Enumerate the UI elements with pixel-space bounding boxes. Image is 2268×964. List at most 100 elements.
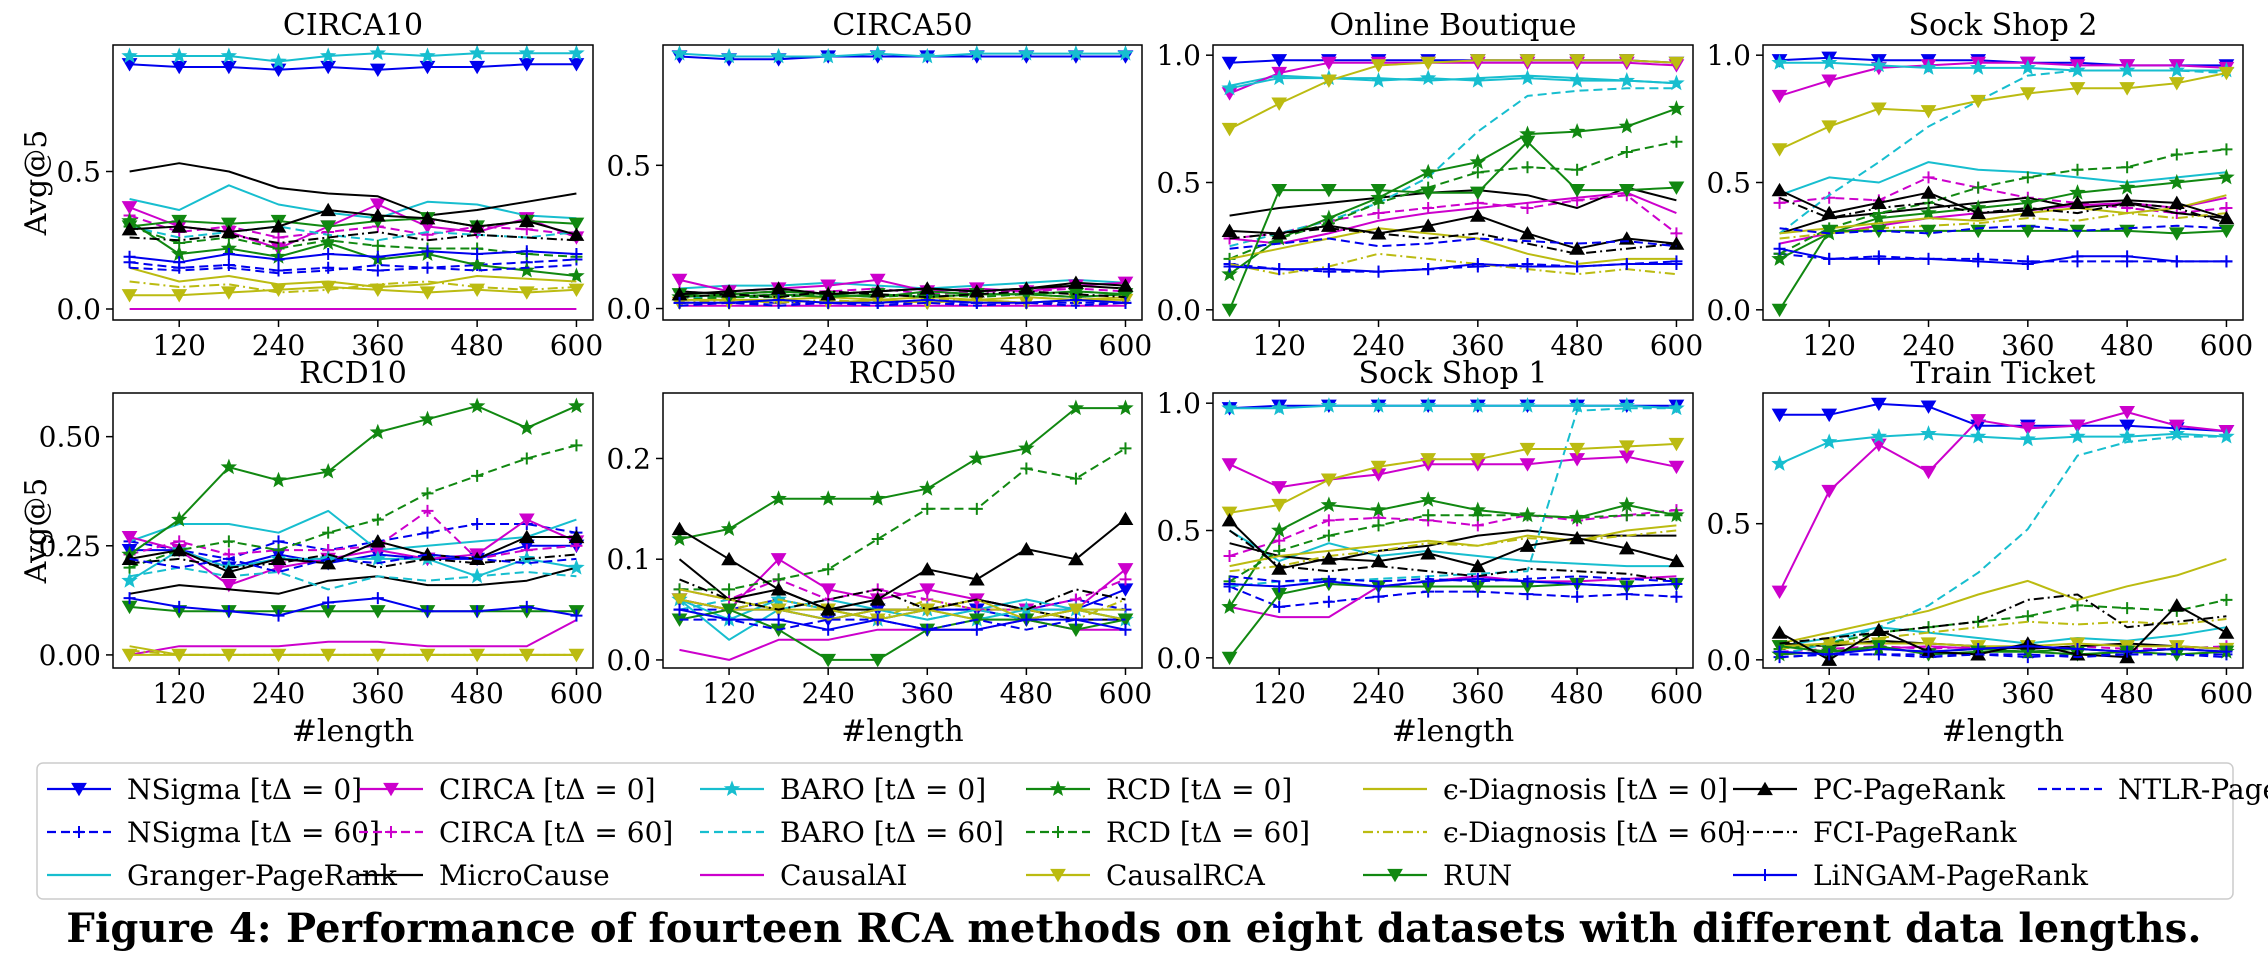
data-point-pc-pagerank <box>369 534 386 548</box>
series-line-circa-t-60 <box>129 509 577 560</box>
legend-marker <box>1757 781 1773 796</box>
data-point-lingam-pagerank <box>1571 260 1584 273</box>
data-point-lingam-pagerank <box>222 248 235 260</box>
data-point-circa-t-60 <box>1223 549 1236 562</box>
data-point-lingam-pagerank <box>1773 242 1786 255</box>
data-point-run <box>568 217 585 232</box>
data-point-causalrca <box>1519 442 1536 457</box>
data-point-causalrca <box>1569 442 1586 457</box>
data-point-lingam-pagerank <box>921 293 934 306</box>
data-point-circa-t-0 <box>1821 484 1838 499</box>
data-point-rcd-t-60 <box>1620 145 1633 158</box>
data-point-pc-pagerank <box>1618 541 1635 555</box>
data-point-pc-pagerank <box>1420 546 1437 560</box>
data-point-nsigma-t-60 <box>1322 595 1335 608</box>
series-group <box>121 397 585 663</box>
series-line-baro-t-60 <box>1229 87 1677 248</box>
data-point-run <box>1221 651 1238 666</box>
data-point-lingam-pagerank <box>520 245 533 258</box>
data-point-lingam-pagerank <box>673 296 686 309</box>
series-line-causalai <box>129 619 577 656</box>
data-point-rcd-t-0 <box>518 261 535 278</box>
data-point-baro-t-0 <box>919 47 936 64</box>
series-line-run <box>1779 645 2227 656</box>
data-point-pc-pagerank <box>121 221 138 236</box>
legend-item-microcause: MicroCause <box>359 859 610 892</box>
data-point-lingam-pagerank <box>1322 263 1335 276</box>
series-line-granger-pagerank <box>1779 626 2227 648</box>
data-point-lingam-pagerank <box>322 248 335 260</box>
legend-item-lingam-pagerank: LiNGAM-PageRank <box>1733 859 2089 892</box>
data-point-circa-t-60 <box>421 228 434 241</box>
data-point-circa-t-0 <box>770 553 787 567</box>
data-point-pc-pagerank <box>171 219 188 233</box>
data-point-baro-t-0 <box>1969 59 1987 75</box>
data-point-baro-t-0 <box>419 47 436 64</box>
subplot-title: Sock Shop 2 <box>1909 8 2098 43</box>
series-line-pc-pagerank <box>679 281 1126 296</box>
data-point-nsigma-t-0 <box>1821 408 1838 423</box>
x-tick-label: 360 <box>351 677 404 710</box>
data-point-lingam-pagerank <box>1273 580 1286 593</box>
plot-frame <box>1762 392 2244 669</box>
x-tick-label: 120 <box>1802 677 1855 710</box>
data-point-run <box>1420 186 1437 200</box>
legend-item-baro-t-60: BARO [tΔ = 60] <box>700 816 1004 849</box>
series-line-diagnosis-t-60 <box>129 649 577 656</box>
data-point-circa-t-0 <box>1920 465 1937 480</box>
data-point-baro-t-0 <box>1668 399 1685 416</box>
data-point-pc-pagerank <box>1420 218 1437 232</box>
data-point-rcd-t-0 <box>1469 153 1487 170</box>
series-line-rcd-t-60 <box>1779 598 2227 650</box>
data-point-rcd-t-0 <box>518 419 535 435</box>
data-point-nsigma-t-60 <box>1571 590 1584 603</box>
data-point-lingam-pagerank <box>1422 263 1435 276</box>
x-axis-label: #length <box>841 714 963 749</box>
x-tick-label: 120 <box>702 329 755 362</box>
series-line-fci-pagerank <box>679 578 1126 611</box>
series-line-nsigma-t-0 <box>129 63 577 71</box>
data-point-baro-t-0 <box>1870 56 1888 73</box>
y-tick-label: 0.0 <box>1156 642 1201 675</box>
series-line-pc-pagerank <box>678 518 1127 611</box>
subplot-title: RCD10 <box>299 356 407 391</box>
data-point-baro-t-0 <box>1568 397 1586 413</box>
data-point-lingam-pagerank <box>1223 260 1236 273</box>
data-point-causalrca <box>1420 453 1437 467</box>
data-point-baro-t-0 <box>1618 397 1635 413</box>
subplot-title: CIRCA10 <box>283 8 423 43</box>
data-point-lingam-pagerank <box>1670 257 1683 270</box>
data-point-baro-t-0 <box>568 45 585 61</box>
data-point-rcd-t-0 <box>1920 204 1937 220</box>
data-point-run <box>220 217 237 232</box>
series-line-pc-pagerank <box>129 536 577 573</box>
data-point-rcd-t-60 <box>2021 610 2034 623</box>
data-point-lingam-pagerank <box>1119 623 1132 636</box>
legend-item-circa-t-60: CIRCA [tΔ = 60] <box>359 816 673 849</box>
data-point-circa-t-0 <box>1970 414 1987 428</box>
y-tick-label: 0.0 <box>606 293 651 326</box>
subplot-sock-shop-1: Sock Shop 1 120 240 360 480 600 0.0 0.5 1.0 #leng… <box>1156 356 1703 749</box>
data-point-baro-t-0 <box>1771 455 1788 471</box>
series-line-causalrca <box>1779 72 2227 151</box>
series-line-ntlr-pagerank <box>1229 575 1677 583</box>
data-point-pc-pagerank <box>770 582 787 596</box>
data-point-pc-pagerank <box>1271 561 1288 575</box>
data-point-circa-t-60 <box>421 504 434 517</box>
data-point-baro-t-0 <box>1469 397 1487 413</box>
data-point-rcd-t-60 <box>322 234 335 247</box>
legend: NSigma [tΔ = 0] NSigma [tΔ = 60] Granger-P… <box>36 762 2268 900</box>
data-point-causalrca <box>1370 460 1387 475</box>
data-point-baro-t-0 <box>171 47 188 64</box>
data-point-baro-t-0 <box>1469 71 1487 88</box>
series-group <box>1771 51 2235 318</box>
data-point-rcd-t-0 <box>468 397 486 414</box>
data-point-rcd-t-60 <box>1322 529 1335 542</box>
series-line-baro-t-60 <box>1229 407 1677 588</box>
data-point-rcd-t-60 <box>322 526 335 539</box>
x-tick-label: 600 <box>550 329 603 362</box>
series-line-baro-t-60 <box>1778 69 2227 235</box>
subplot-title: CIRCA50 <box>832 8 972 43</box>
x-tick-label: 600 <box>1650 677 1703 710</box>
series-line-rcd-t-0 <box>679 290 1126 299</box>
